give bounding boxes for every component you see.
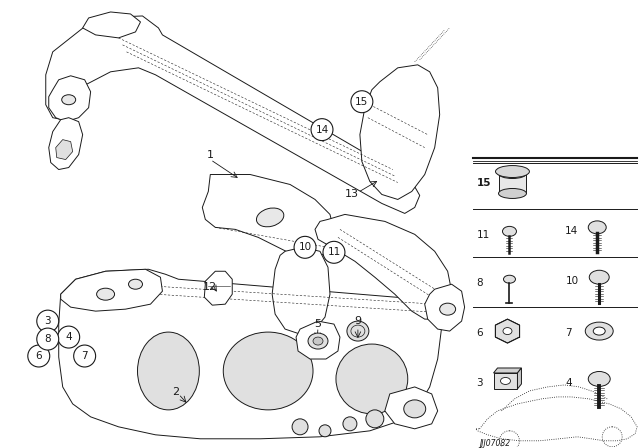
Ellipse shape [313,337,323,345]
Circle shape [292,419,308,435]
Polygon shape [360,65,440,199]
Ellipse shape [440,303,456,315]
Polygon shape [49,118,83,169]
Polygon shape [493,373,518,389]
Ellipse shape [589,270,609,284]
Circle shape [28,345,50,367]
Text: 8: 8 [477,278,483,288]
Text: 14: 14 [316,125,328,135]
Circle shape [366,410,384,428]
Circle shape [351,91,373,113]
Text: 15: 15 [477,178,491,189]
Ellipse shape [585,322,613,340]
Ellipse shape [500,378,511,384]
Text: 10: 10 [565,276,579,286]
Polygon shape [59,269,442,439]
Text: JJJ07082: JJJ07082 [479,439,511,448]
Ellipse shape [336,344,408,414]
Polygon shape [61,269,163,311]
Ellipse shape [588,371,610,387]
Ellipse shape [347,321,369,341]
Ellipse shape [503,327,512,335]
Ellipse shape [499,189,527,198]
Text: 15: 15 [355,97,369,107]
Ellipse shape [404,400,426,418]
Text: 2: 2 [172,387,179,397]
Ellipse shape [495,166,529,177]
Polygon shape [495,319,520,343]
Polygon shape [45,16,420,213]
Ellipse shape [588,221,606,234]
Text: 4: 4 [65,332,72,342]
Circle shape [294,237,316,258]
Text: 8: 8 [44,334,51,344]
Text: 14: 14 [564,226,577,237]
Text: 12: 12 [204,282,218,292]
Polygon shape [202,175,335,259]
Polygon shape [56,140,73,159]
Ellipse shape [499,168,527,178]
Text: 5: 5 [314,319,321,329]
Text: 3: 3 [44,316,51,326]
Text: 11: 11 [477,230,490,241]
Polygon shape [518,368,522,389]
Ellipse shape [138,332,199,410]
Polygon shape [49,76,91,122]
Text: 6: 6 [35,351,42,361]
Polygon shape [425,284,465,331]
Text: 6: 6 [477,328,483,338]
Polygon shape [83,12,141,38]
Ellipse shape [223,332,313,410]
Polygon shape [296,321,340,359]
Ellipse shape [593,327,605,335]
Text: 7: 7 [565,328,572,338]
Circle shape [74,345,95,367]
Ellipse shape [504,275,515,283]
Polygon shape [315,215,452,319]
Text: 10: 10 [298,242,312,252]
Circle shape [36,328,59,350]
Circle shape [58,326,79,348]
Circle shape [343,417,357,431]
Text: 7: 7 [81,351,88,361]
Polygon shape [385,387,438,429]
Text: 9: 9 [355,316,362,326]
Ellipse shape [97,288,115,300]
Circle shape [311,119,333,141]
Ellipse shape [308,333,328,349]
Circle shape [323,241,345,263]
Circle shape [36,310,59,332]
Text: 3: 3 [477,378,483,388]
Circle shape [319,425,331,437]
Polygon shape [493,368,522,373]
Text: 13: 13 [345,190,359,199]
Ellipse shape [257,208,284,227]
Text: 4: 4 [565,378,572,388]
Ellipse shape [502,226,516,237]
Text: 11: 11 [327,247,340,257]
Polygon shape [272,247,330,334]
Polygon shape [204,271,232,305]
Ellipse shape [129,279,143,289]
Text: 1: 1 [207,150,214,159]
Bar [499,173,527,194]
Ellipse shape [61,95,76,105]
